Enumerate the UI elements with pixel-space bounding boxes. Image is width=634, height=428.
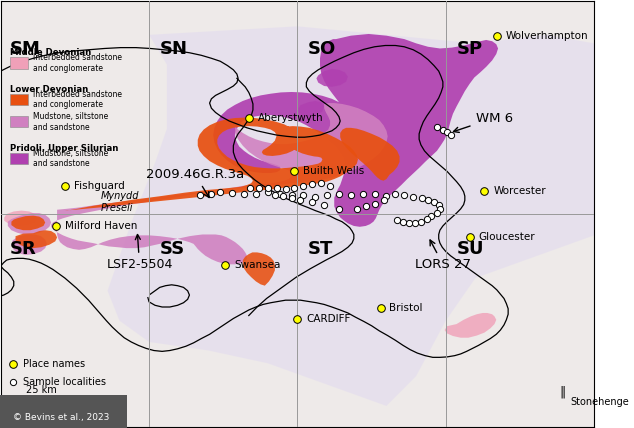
Text: Bristol: Bristol (389, 303, 423, 313)
Text: Middle Devonian: Middle Devonian (10, 48, 91, 57)
Text: Swansea: Swansea (234, 260, 280, 270)
Text: Mudstone, siltstone
and sandstone: Mudstone, siltstone and sandstone (33, 112, 108, 131)
Text: SM: SM (10, 40, 41, 58)
Text: CARDIFF: CARDIFF (306, 314, 351, 324)
Polygon shape (11, 216, 45, 230)
Text: Place names: Place names (23, 359, 86, 369)
Text: Wolverhampton: Wolverhampton (506, 31, 588, 41)
Text: Aberystwyth: Aberystwyth (257, 113, 323, 123)
Text: SU: SU (456, 241, 484, 259)
Polygon shape (316, 69, 348, 87)
Text: SR: SR (10, 241, 36, 259)
Text: ST: ST (308, 241, 333, 259)
Text: Lower Devonian: Lower Devonian (10, 85, 88, 94)
Text: 25 km: 25 km (26, 385, 57, 395)
Text: Mynydd
Preseli: Mynydd Preseli (100, 191, 139, 213)
Polygon shape (243, 253, 275, 285)
FancyBboxPatch shape (10, 153, 28, 164)
FancyBboxPatch shape (10, 116, 28, 128)
Text: SS: SS (160, 241, 185, 259)
Text: LSF2-5504: LSF2-5504 (107, 235, 172, 271)
Text: Sample localities: Sample localities (23, 377, 107, 387)
Polygon shape (51, 103, 387, 265)
Text: WM 6: WM 6 (453, 112, 513, 132)
Polygon shape (4, 211, 37, 226)
Polygon shape (11, 235, 47, 255)
Polygon shape (15, 230, 57, 248)
Polygon shape (444, 313, 496, 338)
Text: Interbedded sandstone
and conglomerate: Interbedded sandstone and conglomerate (33, 90, 122, 110)
Polygon shape (8, 213, 51, 235)
Text: © Bevins et al., 2023: © Bevins et al., 2023 (13, 413, 109, 422)
Text: SO: SO (308, 40, 337, 58)
Text: Worcester: Worcester (493, 185, 546, 196)
Polygon shape (108, 26, 594, 406)
Text: Mudstone, siltstone
and sandstone: Mudstone, siltstone and sandstone (33, 149, 108, 168)
Text: Fishguard: Fishguard (74, 181, 124, 191)
Text: Pridoli, Upper Silurian: Pridoli, Upper Silurian (10, 144, 119, 153)
Text: 2009.46G.R.3a: 2009.46G.R.3a (146, 168, 244, 197)
Text: Milford Haven: Milford Haven (65, 221, 137, 231)
Polygon shape (299, 101, 324, 117)
Text: Stonehenge: Stonehenge (571, 397, 629, 407)
Text: Interbedded sandstone
and conglomerate: Interbedded sandstone and conglomerate (33, 53, 122, 73)
Polygon shape (213, 34, 498, 227)
Text: LORS 27: LORS 27 (415, 240, 471, 271)
Text: SP: SP (456, 40, 482, 58)
Polygon shape (340, 128, 399, 181)
Text: Gloucester: Gloucester (479, 232, 535, 243)
FancyBboxPatch shape (10, 57, 28, 68)
FancyBboxPatch shape (10, 94, 28, 105)
Polygon shape (1, 1, 594, 427)
Text: ‖: ‖ (559, 385, 566, 398)
Polygon shape (65, 118, 358, 211)
Text: Builth Wells: Builth Wells (304, 166, 365, 176)
Text: SN: SN (160, 40, 188, 58)
